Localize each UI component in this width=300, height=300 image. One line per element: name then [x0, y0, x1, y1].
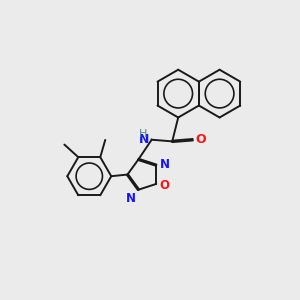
Text: O: O [160, 179, 170, 192]
Text: H: H [139, 129, 148, 140]
Text: N: N [160, 158, 170, 171]
Text: N: N [139, 133, 149, 146]
Text: N: N [126, 192, 136, 206]
Text: O: O [195, 133, 206, 146]
